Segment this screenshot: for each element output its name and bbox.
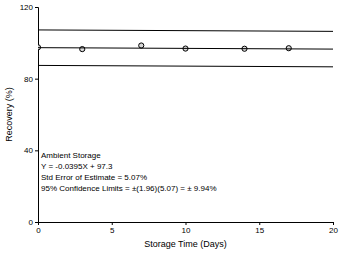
line <box>38 48 333 49</box>
y-tick: 120 <box>20 3 38 12</box>
x-tick-label: 20 <box>329 226 338 235</box>
x-tick-label: 10 <box>182 226 191 235</box>
y-tick: 40 <box>24 146 38 155</box>
y-axis: 0 40 80 120 <box>20 3 39 227</box>
y-tick-label: 0 <box>29 218 34 227</box>
y-axis-line <box>35 8 39 223</box>
y-tick-label: 120 <box>20 3 34 12</box>
annotation: Y = -0.0395X + 97.3 <box>41 162 113 171</box>
y-tick-mark <box>35 150 38 151</box>
annotation: Ambient Storage <box>41 151 101 160</box>
chart: 0 5 10 15 20 0 40 80 120 Storage Time (Days) Recov… <box>0 0 340 255</box>
x-axis-line <box>39 223 334 226</box>
y-tick: 80 <box>24 75 38 84</box>
x-tick: 5 <box>110 222 115 235</box>
y-tick-mark <box>35 222 38 223</box>
y-tick-mark <box>35 79 38 80</box>
line <box>38 30 333 31</box>
x-tick-mark <box>259 222 260 225</box>
y-tick-mark <box>35 7 38 8</box>
point <box>139 43 144 48</box>
point <box>80 47 85 52</box>
x-tick-label: 15 <box>255 226 264 235</box>
x-axis-title: Storage Time (Days) <box>144 239 227 249</box>
x-tick-mark <box>186 222 187 225</box>
x-tick: 15 <box>255 222 264 235</box>
x-tick: 0 <box>36 222 41 235</box>
x-tick: 10 <box>182 222 191 235</box>
x-tick-label: 0 <box>36 226 41 235</box>
annotation: Std Error of Estimate = 5.07% <box>41 173 147 182</box>
line <box>38 65 333 66</box>
annotation: 95% Confidence Limits = ±(1.96)(5.07) = … <box>41 184 217 193</box>
y-tick-label: 80 <box>24 75 33 84</box>
plot-area <box>38 30 333 67</box>
x-tick: 20 <box>329 222 338 235</box>
x-axis: 0 5 10 15 20 <box>36 222 338 235</box>
point <box>286 46 291 51</box>
x-tick-label: 5 <box>110 226 115 235</box>
y-axis-title: Recovery (%) <box>4 87 14 142</box>
x-tick-mark <box>333 222 334 225</box>
y-tick: 0 <box>29 218 38 227</box>
y-tick-label: 40 <box>24 146 33 155</box>
x-tick-mark <box>112 222 113 225</box>
